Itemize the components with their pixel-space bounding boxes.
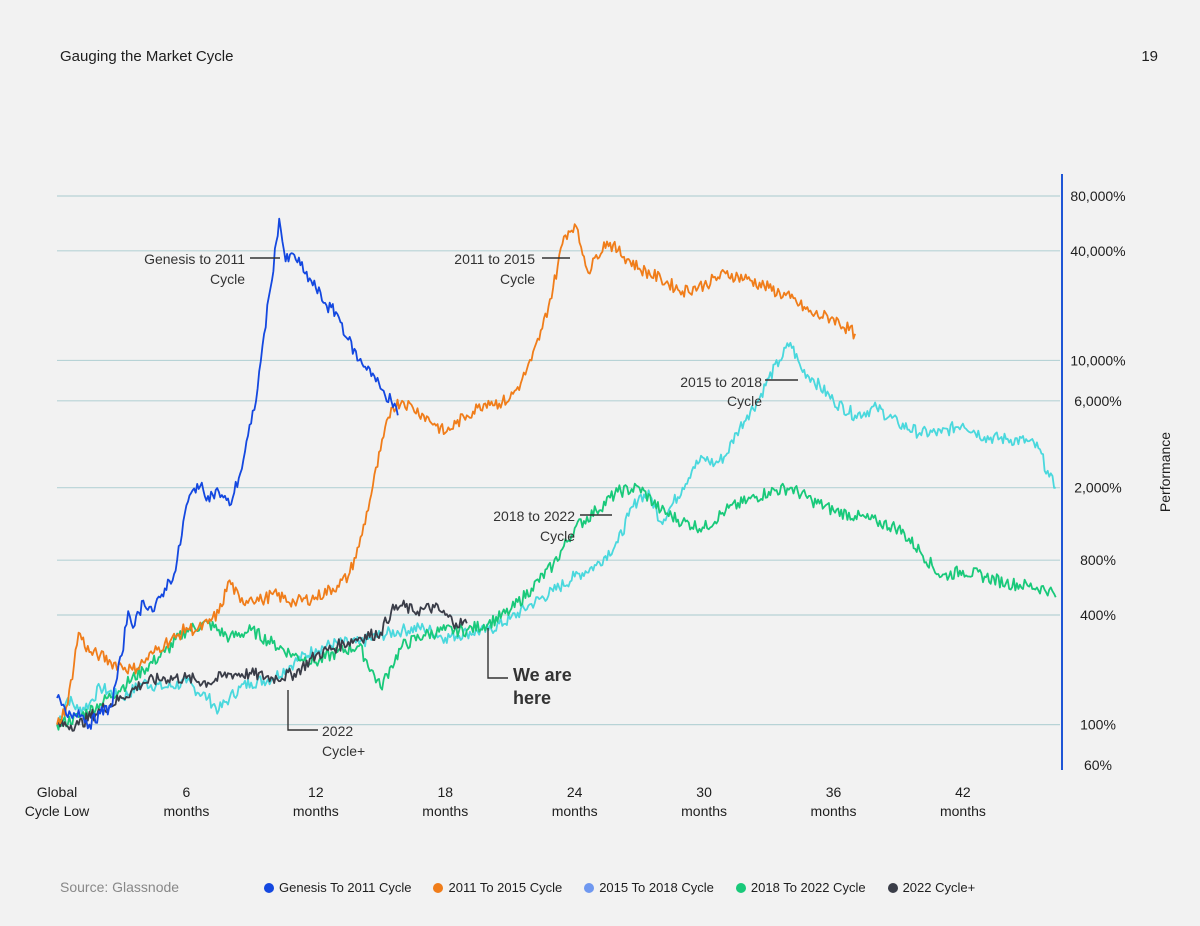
legend-dot-icon [887, 882, 898, 893]
legend-label: 2018 To 2022 Cycle [750, 880, 866, 895]
x-tick-label: months [552, 803, 598, 819]
x-tick-label: 24 [567, 784, 583, 800]
annotation-c2015: 2015 to 2018 [680, 374, 762, 390]
series-line-genesis [56, 217, 399, 730]
legend-dot-icon [264, 882, 274, 893]
source-note: Source: Glassnode [60, 879, 180, 895]
y-tick-labels: 80,000% 40,000% 10,000% 6,000% 2,000% 800% 400… [1070, 188, 1125, 773]
annotation-c2011: 2011 to 2015 [454, 251, 535, 267]
y-tick-label: 2,000% [1074, 480, 1121, 496]
series-line-c2022 [56, 599, 468, 732]
legend-item-2022[interactable]: 2022 Cycle+ [887, 880, 976, 895]
y-tick-label: 60% [1084, 757, 1112, 773]
annotation-leader [487, 628, 508, 679]
performance-chart: 80,000% 40,000% 10,000% 6,000% 2,000% 800% 400… [25, 174, 1173, 819]
x-tick-label: 42 [955, 784, 971, 800]
series-line-c2018 [56, 482, 1057, 731]
legend-item-2018[interactable]: 2018 To 2022 Cycle [735, 880, 866, 895]
gridlines [57, 195, 1060, 726]
x-tick-label: months [163, 803, 209, 819]
annotation-genesis: Cycle [210, 271, 245, 287]
legend: Genesis To 2011 Cycle 2011 To 2015 Cycle… [264, 880, 975, 895]
x-tick-label: Global [37, 784, 77, 800]
x-tick-label: 6 [183, 784, 191, 800]
page-number: 19 [1141, 48, 1158, 65]
x-tick-label: 36 [826, 784, 842, 800]
x-tick-labels: Global Cycle Low 6 months 12 months 18 months 24… [25, 784, 986, 819]
annotation-genesis: Genesis to 2011 [144, 251, 245, 267]
series-line-c2015 [56, 341, 1056, 725]
y-tick-label: 40,000% [1070, 243, 1125, 259]
annotation-c2018: Cycle [540, 528, 575, 544]
x-tick-label: Cycle Low [25, 803, 90, 819]
y-tick-label: 400% [1080, 607, 1116, 623]
series-lines [56, 217, 1057, 732]
annotation-c2018: 2018 to 2022 [493, 508, 575, 524]
y-tick-label: 80,000% [1070, 188, 1125, 204]
legend-label: Genesis To 2011 Cycle [279, 880, 412, 895]
annotations: Genesis to 2011 Cycle 2011 to 2015 Cycle 201… [144, 251, 798, 759]
page-title: Gauging the Market Cycle [60, 48, 234, 65]
annotation-c2015: Cycle [727, 393, 762, 409]
annotation-here: We are [513, 665, 572, 685]
legend-label: 2015 To 2018 Cycle [599, 880, 714, 895]
annotation-leader [287, 690, 318, 731]
y-tick-label: 10,000% [1070, 352, 1125, 368]
legend-item-2011[interactable]: 2011 To 2015 Cycle [433, 880, 562, 895]
x-tick-label: months [293, 803, 339, 819]
annotation-c2011: Cycle [500, 271, 535, 287]
y-tick-label: 6,000% [1074, 393, 1121, 409]
x-tick-label: 30 [696, 784, 712, 800]
annotation-here: here [513, 688, 551, 708]
legend-label: 2022 Cycle+ [902, 880, 976, 895]
y-tick-label: 100% [1080, 717, 1116, 733]
y-axis-title: Performance [1157, 432, 1173, 512]
x-tick-label: 12 [308, 784, 324, 800]
y-tick-label: 800% [1080, 552, 1116, 568]
legend-item-genesis[interactable]: Genesis To 2011 Cycle [264, 880, 411, 895]
x-tick-label: 18 [437, 784, 453, 800]
x-tick-label: months [940, 803, 986, 819]
legend-dot-icon [584, 882, 595, 893]
annotation-c2022: Cycle+ [322, 743, 365, 759]
series-line-c2011 [56, 223, 856, 725]
annotation-c2022: 2022 [322, 723, 353, 739]
legend-dot-icon [735, 882, 746, 893]
legend-label: 2011 To 2015 Cycle [448, 880, 563, 895]
x-tick-label: months [681, 803, 727, 819]
x-tick-label: months [811, 803, 857, 819]
x-tick-label: months [422, 803, 468, 819]
legend-dot-icon [433, 882, 444, 893]
legend-item-2015[interactable]: 2015 To 2018 Cycle [584, 880, 714, 895]
